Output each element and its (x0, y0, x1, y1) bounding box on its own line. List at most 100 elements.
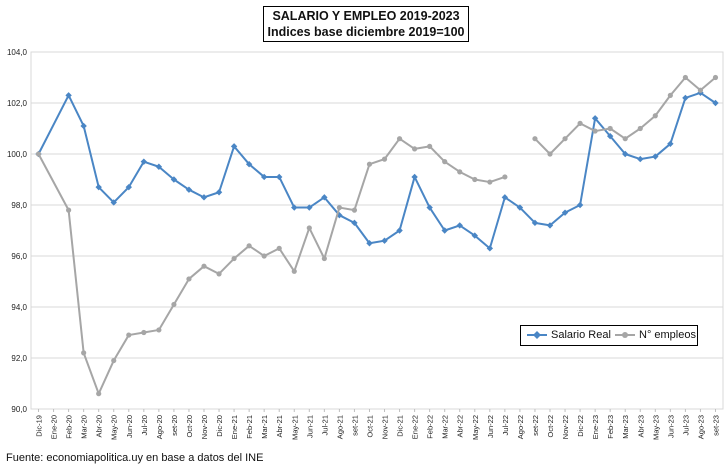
point-empleos (261, 253, 267, 259)
x-tick-label: Feb-22 (426, 415, 435, 439)
x-tick-label: Nov-22 (561, 415, 570, 439)
point-empleos (336, 204, 342, 211)
point-empleos (637, 125, 643, 132)
series-line-empleos (37, 153, 70, 211)
x-tick-label: Ago-23 (696, 415, 705, 439)
x-tick-label: Ene-21 (230, 415, 239, 439)
point-salario (366, 240, 373, 247)
y-tick-label: 102,0 (7, 99, 28, 108)
point-empleos (96, 391, 102, 397)
point-salario (591, 115, 599, 122)
point-salario (351, 219, 358, 227)
point-empleos (502, 174, 508, 180)
x-tick-label: set-22 (531, 415, 540, 436)
point-salario (637, 155, 644, 163)
point-salario (486, 245, 494, 252)
y-tick-label: 90,0 (11, 405, 27, 414)
chart-title: SALARIO Y EMPLEO 2019-2023 (272, 9, 460, 23)
point-empleos (487, 179, 493, 185)
point-empleos (351, 207, 358, 213)
point-empleos (667, 92, 673, 98)
point-salario (200, 194, 208, 201)
point-salario (95, 183, 102, 191)
point-empleos (231, 255, 237, 262)
point-salario (652, 153, 659, 160)
point-salario (185, 186, 193, 193)
legend: Salario Real N° empleos (520, 325, 698, 346)
x-tick-label: Ago-20 (155, 415, 164, 439)
x-tick-label: Jul-22 (501, 415, 510, 435)
point-salario (276, 173, 283, 181)
y-tick-label: 100,0 (7, 150, 28, 159)
point-empleos (396, 136, 403, 142)
point-empleos (697, 87, 704, 93)
x-tick-label: set-21 (350, 415, 359, 436)
x-tick-label: May-21 (290, 415, 299, 440)
point-empleos (276, 245, 282, 251)
point-empleos (607, 125, 613, 132)
point-salario (306, 204, 313, 211)
legend-item-empleos: N° empleos (615, 329, 696, 341)
x-tick-label: Dic-20 (215, 415, 224, 437)
point-salario (546, 222, 554, 229)
x-tick-label: Jun-22 (486, 415, 495, 438)
series-line-salario (67, 91, 717, 250)
x-tick-label: Dic-22 (576, 415, 585, 437)
point-salario (155, 163, 163, 170)
point-salario (411, 173, 418, 181)
point-empleos (246, 243, 252, 249)
point-empleos (381, 156, 388, 162)
series-line-salario (37, 94, 70, 155)
point-salario (140, 158, 148, 165)
point-empleos (472, 176, 478, 183)
point-empleos (66, 207, 72, 213)
x-tick-label: Mar-22 (441, 415, 450, 439)
x-tick-label: Ago-21 (335, 415, 344, 439)
plot-area (30, 51, 724, 410)
point-empleos (442, 159, 448, 165)
point-empleos (141, 329, 147, 336)
point-empleos (577, 120, 583, 126)
point-empleos (652, 113, 658, 119)
x-tick-label: Ene-20 (50, 415, 59, 439)
x-tick-label: Nov-21 (381, 415, 390, 439)
y-tick-label: 104,0 (7, 48, 28, 57)
point-salario (230, 143, 238, 150)
x-tick-label: Feb-20 (65, 415, 74, 439)
x-tick-label: Abr-23 (636, 415, 645, 438)
point-empleos (622, 136, 628, 142)
point-empleos (156, 327, 162, 333)
point-salario (65, 92, 72, 99)
point-salario (667, 140, 674, 147)
legend-marker-salario (527, 331, 547, 339)
point-empleos (201, 263, 207, 269)
point-empleos (412, 146, 418, 152)
x-tick-label: Oct-22 (546, 415, 555, 438)
point-salario (426, 204, 433, 211)
point-salario (712, 99, 719, 107)
point-empleos (306, 225, 312, 231)
point-empleos (366, 161, 373, 167)
y-tick-label: 98,0 (11, 201, 27, 210)
chart-title-box: SALARIO Y EMPLEO 2019-2023 Indices base … (263, 6, 469, 42)
point-salario (501, 194, 509, 201)
point-empleos (427, 143, 433, 149)
x-tick-label: Abr-22 (456, 415, 465, 438)
point-salario (245, 161, 253, 168)
point-salario (576, 201, 584, 209)
series-line-empleos (534, 76, 717, 155)
legend-label-salario: Salario Real (551, 329, 611, 341)
x-tick-label: Oct-21 (365, 415, 374, 438)
x-tick-label: May-23 (651, 415, 660, 440)
point-salario (260, 173, 268, 181)
point-salario (441, 227, 448, 234)
point-salario (110, 199, 117, 206)
x-tick-label: Nov-20 (200, 415, 209, 439)
legend-marker-empleos (615, 332, 635, 338)
point-salario (456, 222, 463, 229)
x-tick-label: set-20 (170, 415, 179, 436)
x-tick-label: Mar-21 (260, 415, 269, 439)
point-empleos (171, 301, 177, 308)
x-tick-label: May-22 (471, 415, 480, 440)
